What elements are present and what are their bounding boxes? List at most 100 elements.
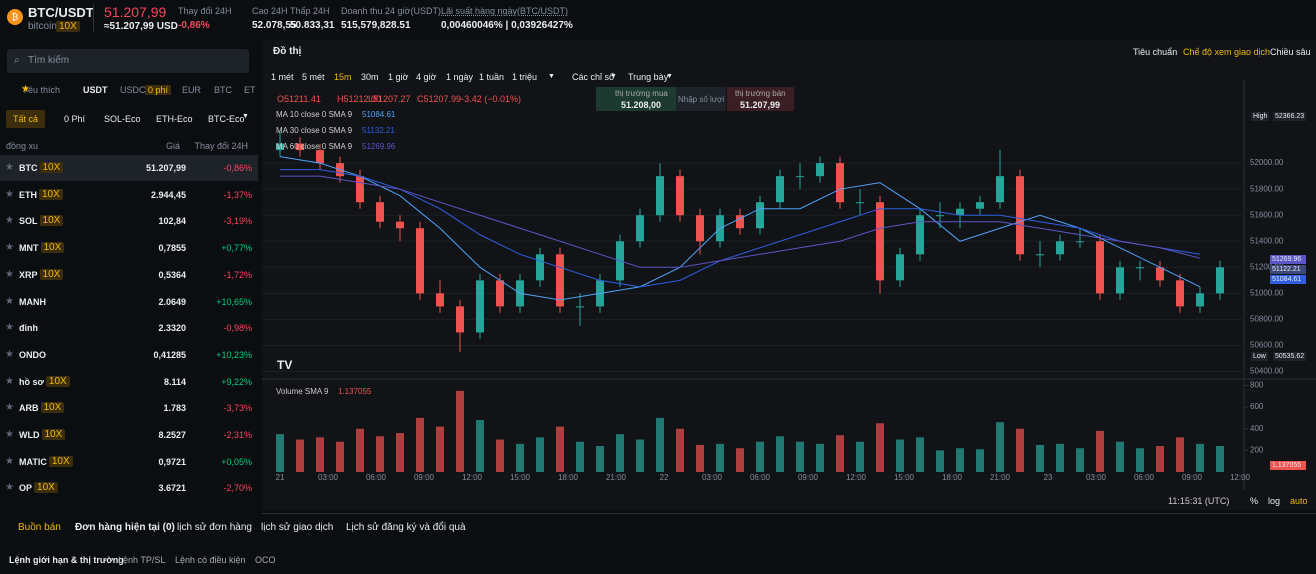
coin-symbol[interactable]: MATIC [19,456,47,467]
candle-body [1036,254,1044,256]
filter-tab[interactable]: 0 Phí [64,114,86,124]
coin-leverage: 10X [48,455,73,467]
x-tick-label: 09:00 [1182,473,1203,482]
interval[interactable]: 1 tuần [479,72,505,82]
pair[interactable]: BTC/USDT [28,5,94,20]
y-tick-label: 50600.00 [1250,341,1284,350]
volume-bar [336,441,344,472]
bottom-tab[interactable]: lịch sử giao dịch [261,522,334,533]
x-tick-label: 23 [1044,473,1053,482]
buy-box [596,87,676,111]
volume-bar [596,446,604,472]
volume-label: Volume SMA 9 [276,387,329,396]
column-header: Thay đổi 24H [194,141,248,151]
bottom-tab[interactable]: Đơn hàng hiện tại (0) [75,522,175,533]
volume-bar [1056,443,1064,472]
volume-bar [316,437,324,472]
volume-bar [1216,446,1224,472]
menu[interactable]: Trung bày [628,72,669,82]
interval[interactable]: 30m [361,72,379,82]
btc-icon: ₿ [7,9,23,25]
coin-symbol[interactable]: OP [19,483,33,494]
candle-body [276,143,284,151]
bottom-tab[interactable]: lịch sử đơn hàng [177,522,252,533]
volume-bar [536,437,544,472]
sub-tab[interactable]: Lệnh có điều kiện [175,555,246,565]
bottom-tab[interactable]: Lịch sử đăng ký và đổi quà [346,522,466,533]
coin-symbol[interactable]: ARB [19,403,39,414]
interval[interactable]: 4 giờ [416,72,437,82]
volume-tick-label: 400 [1250,424,1264,433]
view-mode[interactable]: Tiêu chuẩn [1133,47,1178,57]
interval[interactable]: 1 giờ [388,72,409,82]
x-tick-label: 18:00 [942,473,963,482]
volume-bar [456,390,464,472]
volume-bar [996,422,1004,472]
x-tick-label: 06:00 [1134,473,1155,482]
x-tick-label: 03:00 [702,473,723,482]
bottom-tab[interactable]: Buồn bán [18,522,61,533]
volume-bar [816,443,824,472]
volume-bar [656,417,664,472]
sub-tab[interactable]: Lệnh giới hạn & thị trường [9,555,124,565]
coin-symbol[interactable]: ETH [19,189,37,200]
volume-bar [636,439,644,472]
candle-body [1176,280,1184,307]
market-tab[interactable]: USDT [83,85,108,95]
view-mode[interactable]: Chiều sâu [1270,47,1311,57]
market-tab[interactable]: ET [244,85,256,95]
coin-price: 0,9721 [158,456,186,467]
volume-bar [1096,430,1104,472]
coin-symbol[interactable]: hồ sơ [19,376,44,387]
volume-bar [736,448,744,472]
ma-line [279,156,1201,301]
stat-value: -0,86% [178,20,210,31]
sub-tab[interactable]: Lệnh TP/SL [118,555,166,565]
filter-tab[interactable]: SOL-Eco [104,114,141,124]
coin-symbol[interactable]: SOL [19,216,38,227]
search-box[interactable] [7,49,249,73]
interval[interactable]: 1 mét [271,72,294,82]
scale-option[interactable]: log [1268,496,1281,506]
buy-price[interactable]: 51.208,00 [621,100,662,110]
market-tab[interactable]: 0 phí [145,85,172,95]
ma-line [280,175,1201,268]
scale-option[interactable]: auto [1290,496,1308,506]
coin-symbol[interactable]: WLD [19,430,40,440]
filter-tab[interactable]: BTC-Eco [208,114,245,124]
market-tab[interactable]: Yêu thích [22,85,61,95]
coin-symbol[interactable]: ONDO [19,349,46,360]
menu[interactable]: Các chỉ số [572,72,615,82]
coin-symbol[interactable]: XRP [19,269,38,280]
view-mode[interactable]: Chế độ xem giao dịch [1183,47,1271,57]
candle-body [1216,267,1224,294]
sub-tab[interactable]: OCO [255,555,276,565]
volume-bar [756,441,764,472]
interval[interactable]: 5 mét [302,72,325,82]
interval[interactable]: 15m [334,72,352,82]
coin-leverage: 10X [40,242,65,254]
candle-body [476,280,484,333]
coin-symbol[interactable]: BTC [19,163,38,173]
market-tab[interactable]: BTC [214,85,232,95]
candle-body [296,143,304,151]
filter-tab[interactable]: Tất cả [6,110,46,128]
market-tab[interactable]: EUR [182,85,202,95]
scale-option[interactable]: % [1250,496,1259,506]
low-value: 50535.62 [1273,352,1307,361]
sell-price[interactable]: 51.207,99 [740,100,781,110]
coin-symbol[interactable]: MNT [19,243,39,254]
x-tick-label: 03:00 [318,473,339,482]
interval[interactable]: 1 ngày [446,72,474,82]
market-tab[interactable]: USDC [120,85,146,95]
coin-symbol[interactable]: MANH [19,296,46,307]
volume-bar [496,439,504,472]
filter-tab[interactable]: ETH-Eco [156,114,193,124]
candle-body [416,228,424,294]
qty-input[interactable]: Nhập số lượi [678,95,725,104]
candle-body [636,215,644,242]
leverage: 10X [56,21,80,32]
interval[interactable]: 1 triệu [512,72,538,82]
coin-symbol[interactable]: đỉnh [19,323,38,334]
dropdown: ▼ [666,73,673,80]
